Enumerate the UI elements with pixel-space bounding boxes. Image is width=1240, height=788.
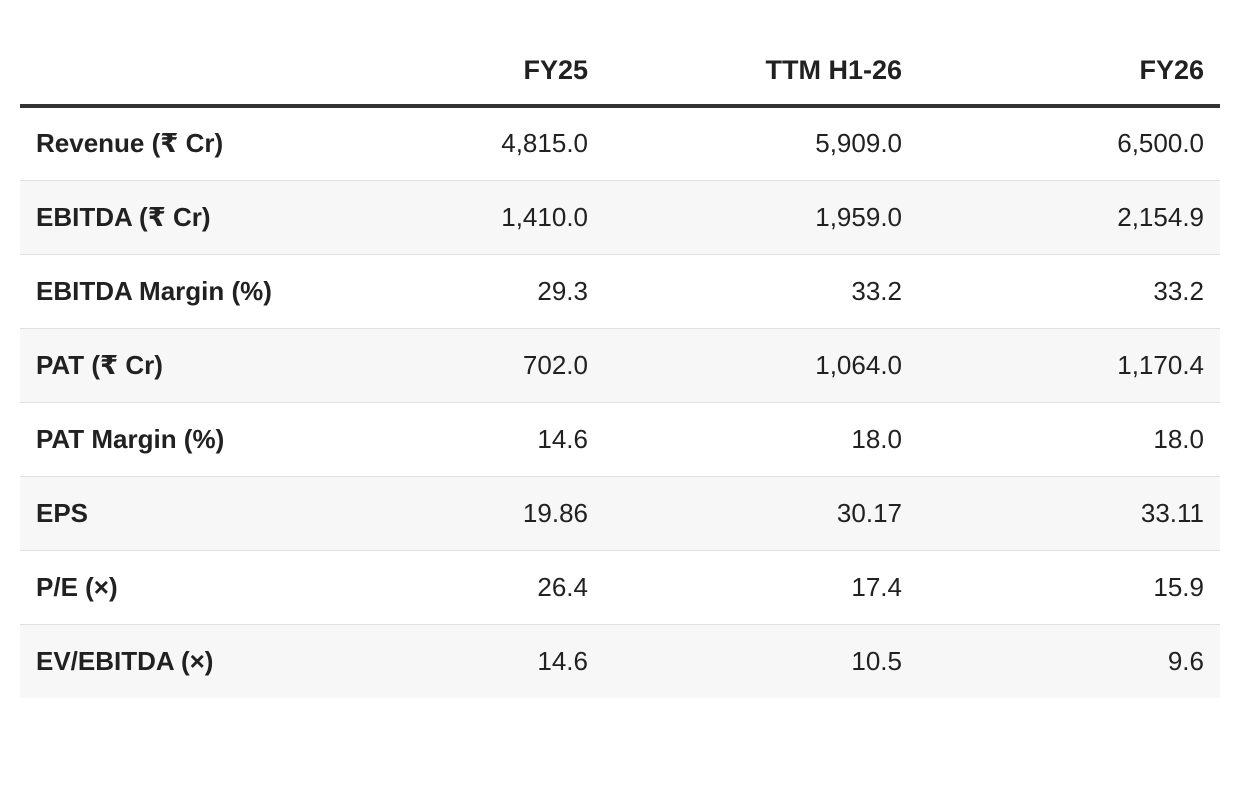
row-label: EV/EBITDA (×)	[20, 624, 310, 698]
cell-fy25: 4,815.0	[310, 106, 604, 181]
table-row-eps: EPS 19.86 30.17 33.11	[20, 476, 1220, 551]
header-label-column	[20, 36, 310, 108]
cell-fy25: 702.0	[310, 328, 604, 403]
cell-fy26: 18.0	[918, 402, 1220, 477]
header-ttm-h1-26: TTM H1-26	[604, 36, 918, 108]
cell-fy26: 9.6	[918, 624, 1220, 698]
table-header: FY25 TTM H1-26 FY26	[20, 36, 1220, 108]
financial-summary-table-container: FY25 TTM H1-26 FY26 Revenue (₹ Cr) 4,815…	[20, 36, 1220, 698]
cell-ttm: 18.0	[604, 402, 918, 477]
table-row-ebitda-margin: EBITDA Margin (%) 29.3 33.2 33.2	[20, 254, 1220, 329]
row-label: EPS	[20, 476, 310, 551]
cell-ttm: 1,959.0	[604, 180, 918, 255]
row-label: EBITDA (₹ Cr)	[20, 180, 310, 255]
cell-fy25: 19.86	[310, 476, 604, 551]
cell-fy25: 14.6	[310, 402, 604, 477]
cell-fy26: 33.2	[918, 254, 1220, 329]
cell-fy25: 14.6	[310, 624, 604, 698]
cell-fy25: 29.3	[310, 254, 604, 329]
table-row-ev-ebitda: EV/EBITDA (×) 14.6 10.5 9.6	[20, 624, 1220, 698]
table-row-revenue: Revenue (₹ Cr) 4,815.0 5,909.0 6,500.0	[20, 106, 1220, 181]
cell-fy26: 2,154.9	[918, 180, 1220, 255]
cell-fy25: 1,410.0	[310, 180, 604, 255]
cell-ttm: 30.17	[604, 476, 918, 551]
row-label: PAT (₹ Cr)	[20, 328, 310, 403]
row-label: Revenue (₹ Cr)	[20, 106, 310, 181]
header-row: FY25 TTM H1-26 FY26	[20, 36, 1220, 108]
cell-fy26: 1,170.4	[918, 328, 1220, 403]
cell-fy26: 33.11	[918, 476, 1220, 551]
cell-ttm: 1,064.0	[604, 328, 918, 403]
row-label: PAT Margin (%)	[20, 402, 310, 477]
table-body: Revenue (₹ Cr) 4,815.0 5,909.0 6,500.0 E…	[20, 106, 1220, 698]
header-fy26: FY26	[918, 36, 1220, 108]
row-label: P/E (×)	[20, 550, 310, 625]
table-row-ebitda: EBITDA (₹ Cr) 1,410.0 1,959.0 2,154.9	[20, 180, 1220, 255]
table-row-pat-margin: PAT Margin (%) 14.6 18.0 18.0	[20, 402, 1220, 477]
row-label: EBITDA Margin (%)	[20, 254, 310, 329]
financial-summary-table: FY25 TTM H1-26 FY26 Revenue (₹ Cr) 4,815…	[20, 36, 1220, 698]
cell-ttm: 10.5	[604, 624, 918, 698]
table-row-pe: P/E (×) 26.4 17.4 15.9	[20, 550, 1220, 625]
cell-ttm: 17.4	[604, 550, 918, 625]
cell-fy26: 15.9	[918, 550, 1220, 625]
cell-fy26: 6,500.0	[918, 106, 1220, 181]
cell-fy25: 26.4	[310, 550, 604, 625]
header-fy25: FY25	[310, 36, 604, 108]
cell-ttm: 33.2	[604, 254, 918, 329]
table-row-pat: PAT (₹ Cr) 702.0 1,064.0 1,170.4	[20, 328, 1220, 403]
cell-ttm: 5,909.0	[604, 106, 918, 181]
